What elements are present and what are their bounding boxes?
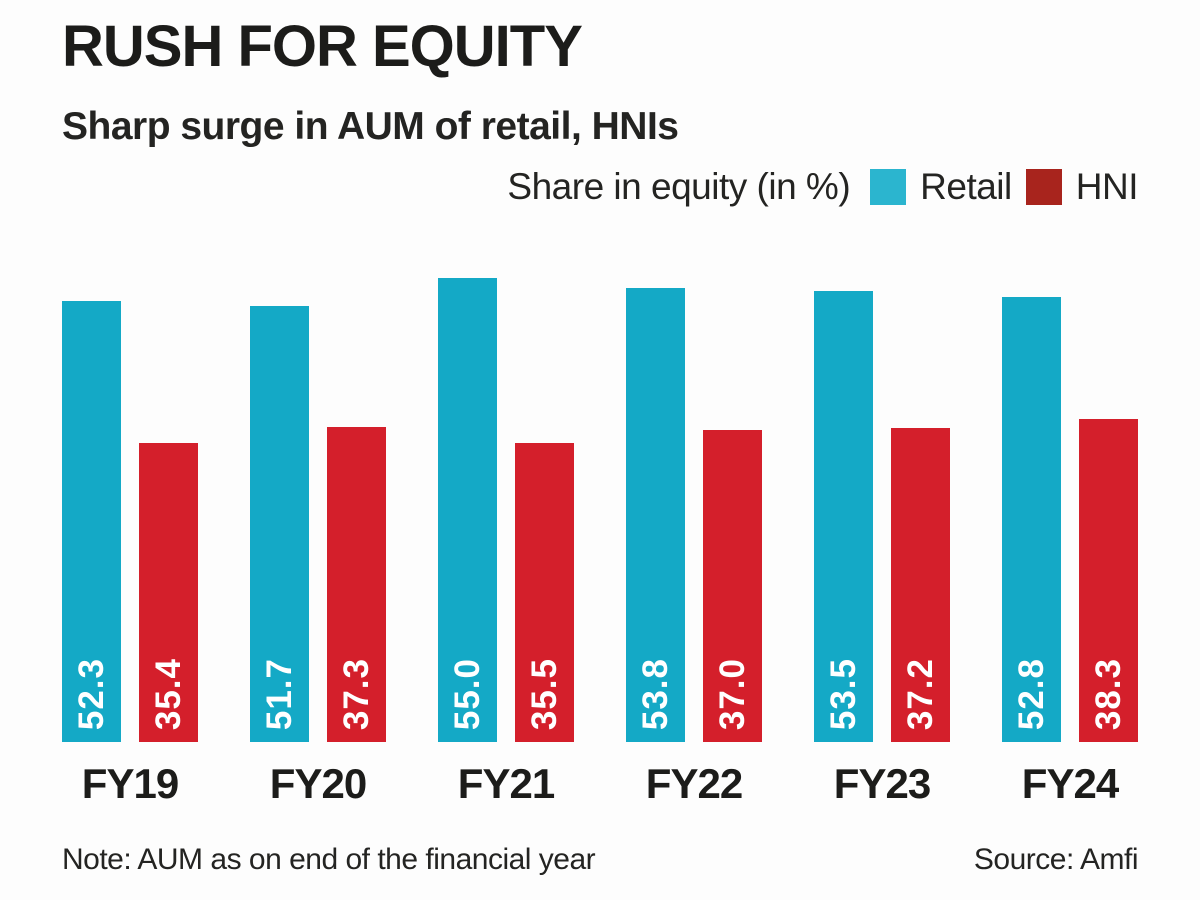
bar-value-label: 35.4 bbox=[148, 657, 188, 730]
legend: Share in equity (in %) Retail HNI bbox=[62, 164, 1138, 210]
bar-value-label: 37.0 bbox=[712, 657, 752, 730]
category-label: FY22 bbox=[645, 760, 743, 807]
hni-bar: 37.3 bbox=[327, 427, 386, 742]
note-text: Note: AUM as on end of the financial yea… bbox=[62, 843, 596, 876]
bar-value-label: 38.3 bbox=[1088, 657, 1128, 730]
bar-value-label: 53.5 bbox=[823, 657, 863, 730]
bar-group: 51.7 37.3 bbox=[250, 278, 386, 742]
chart-subtitle: Sharp surge in AUM of retail, HNIs bbox=[62, 105, 679, 148]
chart-title: RUSH FOR EQUITY bbox=[62, 14, 583, 79]
retail-bar: 53.5 bbox=[814, 291, 873, 742]
bar-group: 52.3 35.4 bbox=[62, 278, 198, 742]
bar-pair: 51.7 37.3 bbox=[250, 278, 386, 742]
bar-pair: 53.8 37.0 bbox=[626, 278, 762, 742]
bar-group: 53.8 37.0 bbox=[626, 278, 762, 742]
category-label: FY23 bbox=[833, 760, 931, 807]
hni-bar: 35.4 bbox=[139, 443, 198, 742]
retail-bar: 53.8 bbox=[626, 288, 685, 742]
retail-bar: 51.7 bbox=[250, 306, 309, 742]
bar-value-label: 35.5 bbox=[524, 657, 564, 730]
bar-group: 53.5 37.2 bbox=[814, 278, 950, 742]
source-text: Source: Amfi bbox=[973, 843, 1139, 876]
retail-bar: 52.8 bbox=[1002, 297, 1061, 742]
bar-value-label: 52.3 bbox=[71, 657, 111, 730]
bar-value-label: 53.8 bbox=[635, 657, 675, 730]
retail-bar: 52.3 bbox=[62, 301, 121, 742]
legend-swatch-hni-icon bbox=[1025, 169, 1062, 205]
hni-bar: 35.5 bbox=[515, 443, 574, 742]
legend-swatch-retail-icon bbox=[870, 169, 907, 205]
hni-bar: 38.3 bbox=[1079, 419, 1138, 742]
bar-value-label: 55.0 bbox=[447, 657, 487, 730]
bar-pair: 52.3 35.4 bbox=[62, 278, 198, 742]
chart-footer: Note: AUM as on end of the financial yea… bbox=[62, 843, 1139, 877]
bar-pair: 52.8 38.3 bbox=[1002, 278, 1138, 742]
bar-pair: 53.5 37.2 bbox=[814, 278, 950, 742]
category-axis: FY19 FY20 FY21 FY22 FY23 FY24 bbox=[62, 760, 1138, 808]
bar-chart-plot-area: 52.3 35.4 51.7 37.3 55.0 35.5 53.8 37.0 53.5 37.2… bbox=[62, 278, 1138, 742]
bar-group: 55.0 35.5 bbox=[438, 278, 574, 742]
bar-group: 52.8 38.3 bbox=[1002, 278, 1138, 742]
legend-label-retail: Retail bbox=[920, 166, 1012, 207]
retail-bar: 55.0 bbox=[438, 278, 497, 742]
hni-bar: 37.2 bbox=[891, 428, 950, 742]
bar-pair: 55.0 35.5 bbox=[438, 278, 574, 742]
hni-bar: 37.0 bbox=[703, 430, 762, 742]
legend-caption: Share in equity (in %) bbox=[507, 166, 851, 207]
category-label: FY24 bbox=[1021, 760, 1119, 807]
bar-value-label: 52.8 bbox=[1011, 657, 1051, 730]
category-label: FY19 bbox=[81, 760, 179, 807]
category-label: FY21 bbox=[457, 760, 555, 807]
bar-value-label: 37.3 bbox=[336, 657, 376, 730]
bar-value-label: 51.7 bbox=[259, 657, 299, 730]
legend-label-hni: HNI bbox=[1075, 166, 1139, 207]
category-label: FY20 bbox=[269, 760, 367, 807]
bar-value-label: 37.2 bbox=[900, 657, 940, 730]
